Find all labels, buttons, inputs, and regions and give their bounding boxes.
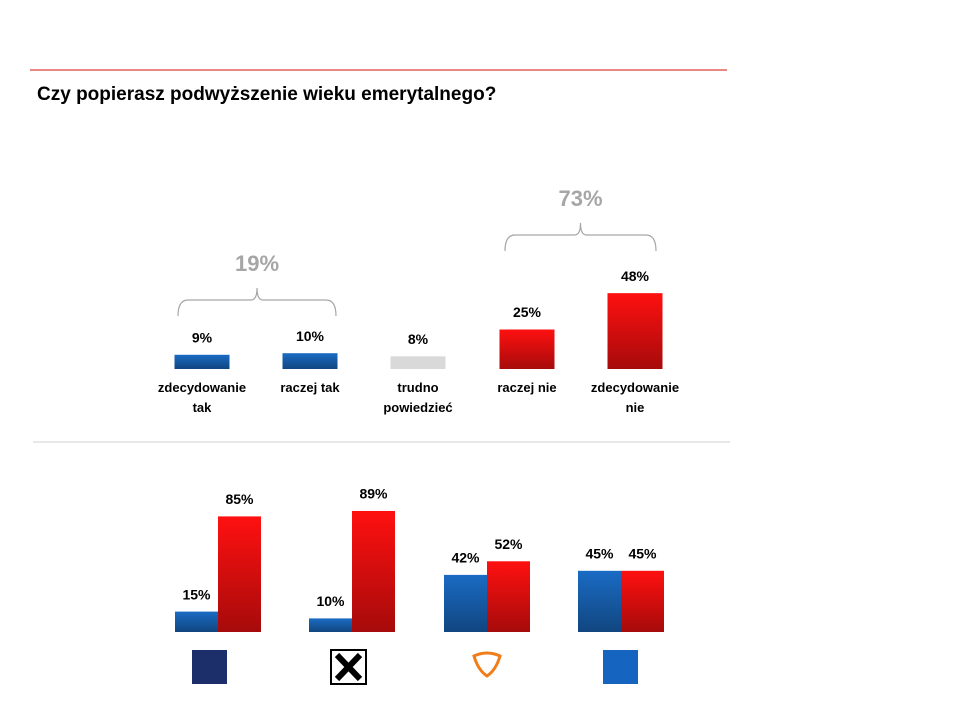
logo-kukiz-x [334, 652, 363, 682]
bar-shade [174, 354, 230, 369]
bar-shade [352, 510, 395, 632]
value-label: 9% [192, 329, 213, 345]
bar-shade [218, 516, 261, 632]
value-label: 25% [513, 304, 542, 320]
logo-pis [192, 650, 227, 684]
value-label: 15% [182, 586, 211, 602]
value-label: 85% [225, 491, 254, 507]
x-tick-label: raczej tak [280, 380, 340, 395]
value-label: 45% [585, 546, 614, 562]
value-label: 10% [296, 328, 325, 344]
annotation: 73% [558, 186, 602, 211]
bar-shade [282, 353, 338, 369]
bar-shade [499, 329, 555, 369]
value-label: 8% [408, 331, 429, 347]
bar-shade [607, 293, 663, 369]
bracket [504, 222, 657, 252]
annotation: 19% [235, 251, 279, 276]
bar-shade [487, 561, 530, 632]
bar-shade [621, 570, 664, 632]
bracket [177, 287, 337, 317]
value-label: 48% [621, 268, 650, 284]
x-tick-label: raczej nie [497, 380, 557, 395]
value-label: 10% [316, 593, 345, 609]
x-tick-label: trudno powiedzieć [383, 380, 453, 415]
value-label: 45% [628, 546, 657, 562]
chart-title: Czy popierasz podwyższenie wieku emeryta… [37, 84, 496, 105]
x-tick-label: zdecydowanie tak [157, 380, 247, 415]
logo-n [603, 650, 638, 684]
bar-shade [309, 618, 352, 632]
value-label: 42% [451, 550, 480, 566]
logo-po [472, 651, 502, 678]
x-tick-label: zdecydowanie nie [590, 380, 680, 415]
value-label: 89% [359, 486, 388, 502]
bar [390, 356, 446, 369]
bar-shade [175, 611, 218, 632]
bar-shade [444, 574, 487, 632]
logos [192, 649, 638, 685]
value-label: 52% [494, 536, 523, 552]
bar-shade [578, 570, 621, 632]
